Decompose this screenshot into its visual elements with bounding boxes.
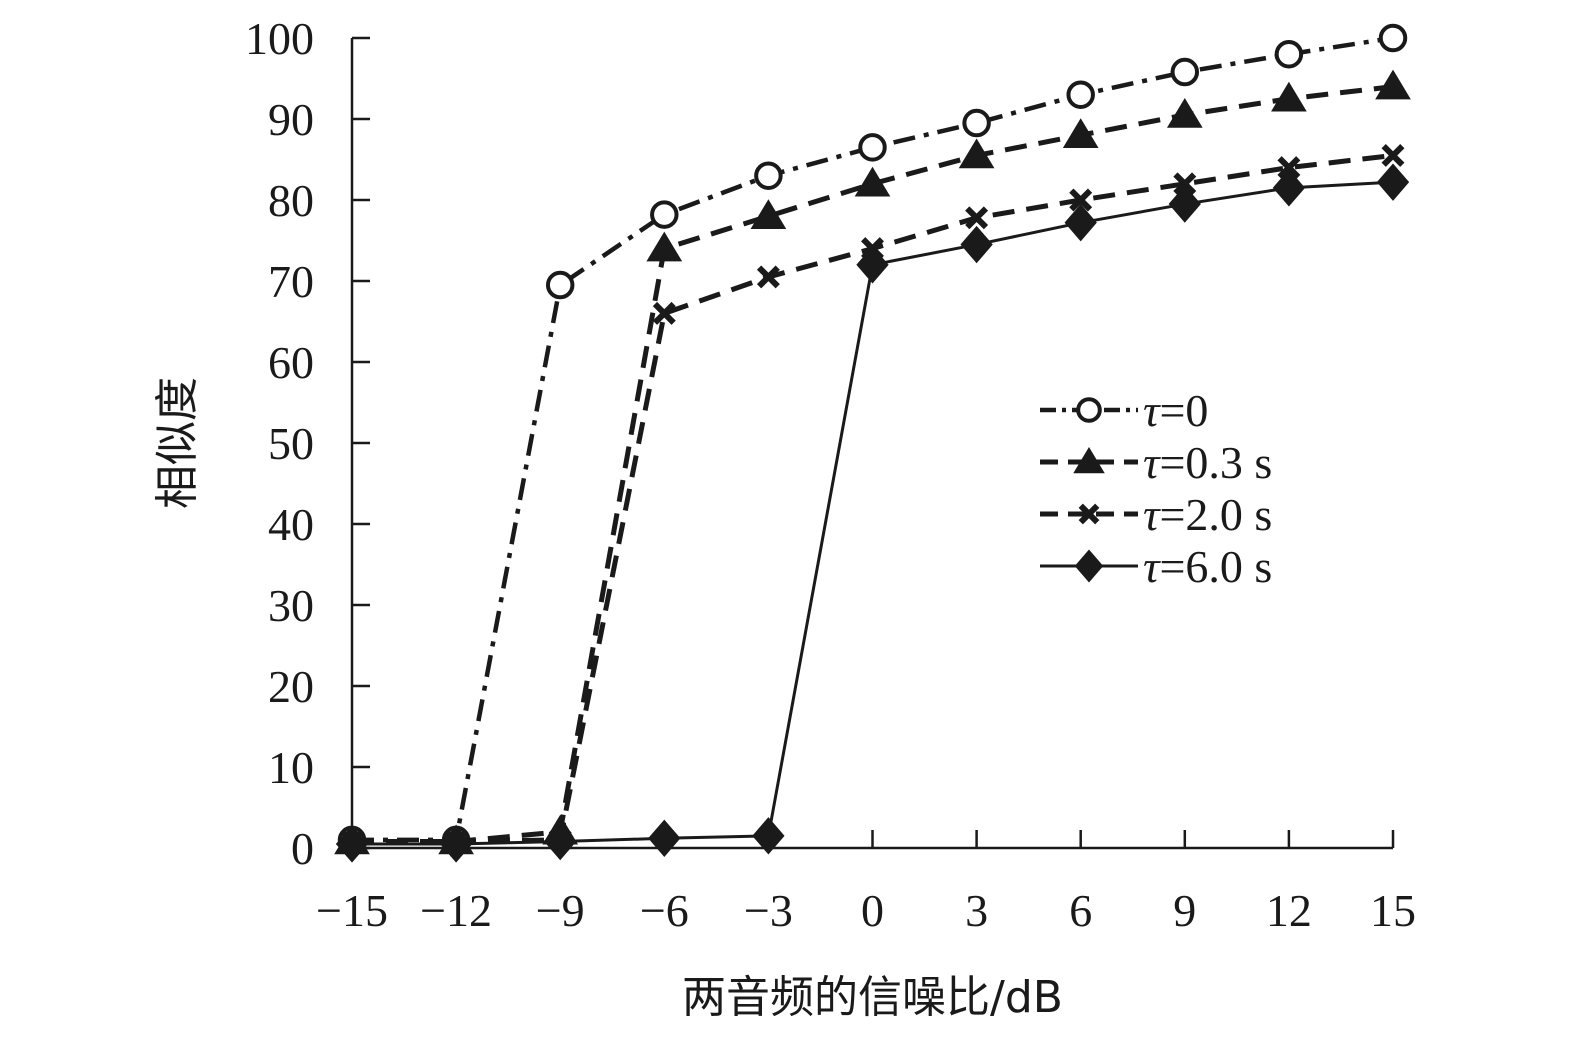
diamond-marker	[1376, 163, 1410, 201]
x-tick-label: −9	[536, 885, 585, 936]
triangle-marker	[1271, 81, 1307, 112]
circle-marker	[1066, 80, 1095, 109]
y-tick-label: 20	[268, 661, 314, 712]
legend-label: τ=0	[1143, 385, 1208, 436]
diamond-marker	[648, 819, 681, 857]
x-tick-label: −3	[744, 885, 793, 936]
legend-label: τ=6.0 s	[1143, 541, 1272, 592]
y-tick-label: 90	[268, 94, 314, 145]
legend-value: =2.0 s	[1159, 489, 1272, 540]
series-3	[335, 163, 1410, 863]
diamond-marker	[1272, 169, 1306, 207]
circle-marker	[962, 108, 991, 138]
diamond-marker	[544, 822, 577, 861]
y-tick-label: 80	[268, 175, 314, 226]
legend-symbol: τ	[1143, 541, 1161, 592]
diamond-marker	[439, 825, 473, 863]
diamond-marker	[856, 246, 889, 284]
triangle-marker	[1062, 118, 1099, 148]
legend-symbol: τ	[1143, 437, 1161, 488]
legend-symbol: τ	[1143, 385, 1161, 436]
y-tick-label: 70	[268, 256, 314, 307]
series-layer	[334, 23, 1411, 863]
legend-item-3: τ=6.0 s	[1040, 541, 1272, 592]
legend-label: τ=0.3 s	[1143, 437, 1272, 488]
triangle-marker	[1375, 69, 1411, 100]
circle-marker	[1076, 397, 1102, 423]
circle-marker	[650, 200, 679, 229]
triangle-marker	[750, 199, 787, 229]
x-marker	[1381, 143, 1405, 167]
series-line	[352, 84, 1394, 845]
diamond-marker	[1074, 549, 1104, 583]
diamond-marker	[752, 817, 785, 855]
y-tick-label: 10	[268, 742, 314, 793]
diamond-marker	[335, 825, 369, 863]
x-tick-label: −6	[640, 885, 689, 936]
legend-value: =6.0 s	[1159, 541, 1272, 592]
x-marker	[756, 265, 780, 289]
triangle-marker	[646, 231, 683, 262]
y-tick-label: 0	[291, 823, 314, 874]
circle-marker	[545, 270, 575, 300]
circle-marker	[754, 161, 783, 190]
y-tick-label: 30	[268, 580, 314, 631]
legend-value: =0	[1159, 385, 1208, 436]
x-tick-label: −15	[316, 885, 388, 936]
y-tick-label: 60	[268, 337, 314, 388]
diamond-marker	[960, 225, 993, 264]
triangle-marker	[1166, 97, 1203, 128]
x-marker	[1078, 503, 1100, 525]
y-axis-title: 相似度	[152, 377, 203, 509]
y-tick-label: 50	[268, 418, 314, 469]
legend-symbol: τ	[1143, 489, 1161, 540]
y-tick-label: 100	[245, 13, 314, 64]
x-tick-label: 12	[1266, 885, 1312, 936]
x-tick-label: 15	[1370, 885, 1416, 936]
legend-item-2: τ=2.0 s	[1040, 489, 1272, 540]
x-tick-label: 9	[1173, 885, 1196, 936]
x-marker	[1069, 188, 1093, 212]
legend-label: τ=2.0 s	[1143, 489, 1272, 540]
x-marker	[965, 206, 989, 230]
x-marker	[652, 301, 676, 325]
circle-marker	[858, 133, 887, 162]
legend-item-1: τ=0.3 s	[1040, 437, 1272, 488]
circle-marker	[1274, 39, 1304, 69]
x-tick-label: 6	[1069, 885, 1092, 936]
y-tick-label: 40	[268, 499, 314, 550]
circle-marker	[1378, 23, 1408, 53]
x-marker	[1277, 156, 1301, 180]
diamond-marker	[1168, 185, 1201, 223]
diamond-marker	[1064, 203, 1097, 242]
x-tick-label: 0	[861, 885, 884, 936]
x-marker	[1173, 172, 1197, 196]
legend-value: =0.3 s	[1159, 437, 1272, 488]
series-line	[352, 35, 1394, 843]
x-tick-label: −12	[420, 885, 492, 936]
triangle-marker	[854, 166, 891, 197]
triangle-marker	[1073, 447, 1105, 474]
legend-item-0: τ=0	[1040, 385, 1208, 436]
x-tick-label: 3	[965, 885, 988, 936]
legend: τ=0τ=0.3 sτ=2.0 sτ=6.0 s	[1040, 385, 1272, 592]
circle-marker	[1170, 57, 1200, 87]
axes: 0 10 20 30 40 50 60 70 80 90 100 −15 −12 −9 −6 −3 0 3 6 9 12…	[245, 13, 1416, 936]
triangle-marker	[958, 138, 995, 169]
x-axis-title: 两音频的信噪比/dB	[682, 972, 1063, 1023]
